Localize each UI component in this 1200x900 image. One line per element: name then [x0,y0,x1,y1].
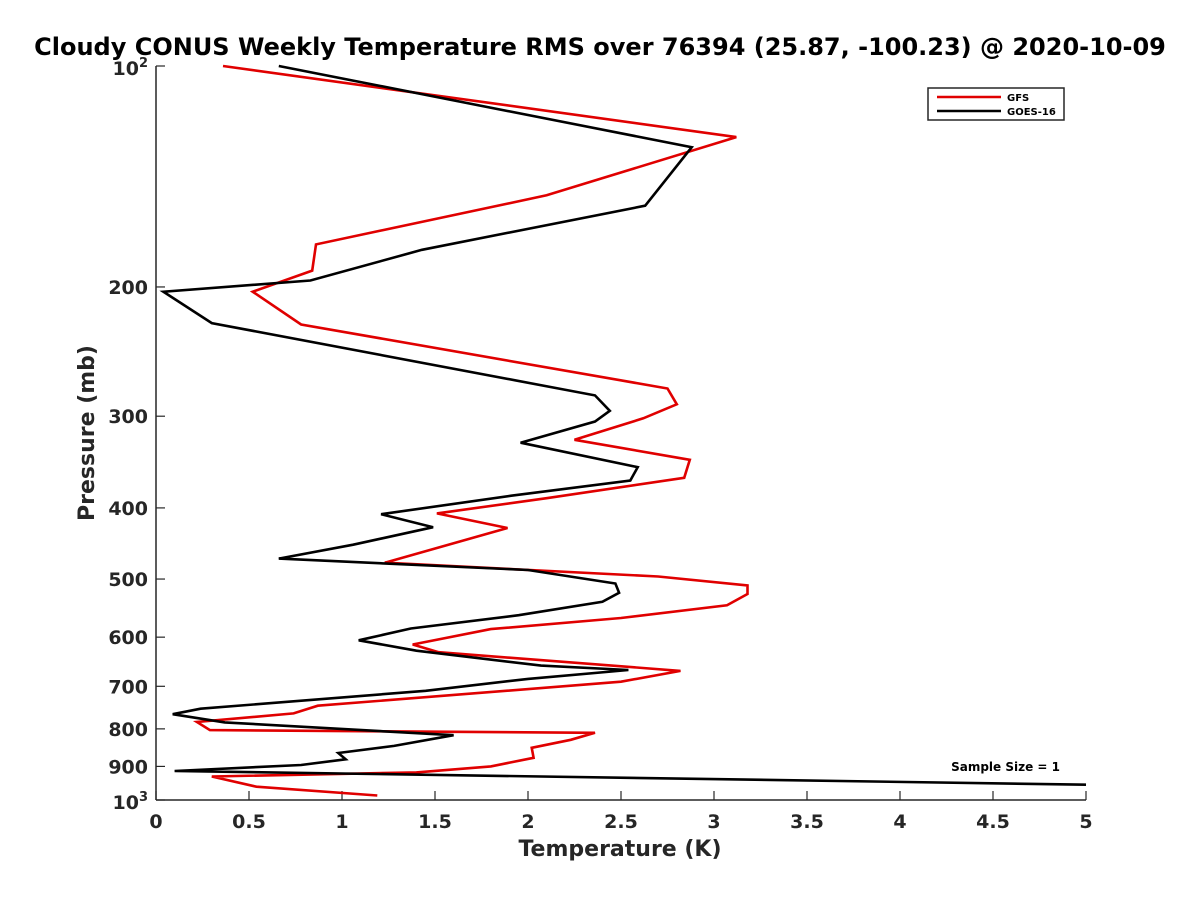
y-tick-label: 700 [108,676,148,698]
y-axis-label: Pressure (mb) [75,345,100,521]
x-tick-label: 0 [149,811,162,833]
legend-box [927,87,1065,121]
y-tick-label: 200 [108,277,148,299]
x-tick-label: 3.5 [790,811,824,833]
x-axis-label: Temperature (K) [518,837,721,862]
series-line-gfs [192,64,749,797]
y-tick-label: 102 [113,56,149,80]
x-tick-label: 2 [521,811,534,833]
sample-size-annotation: Sample Size = 1 [951,760,1060,774]
y-tick-label: 500 [108,569,148,591]
x-tick-label: 0.5 [232,811,266,833]
x-tick-label: 1.5 [418,811,452,833]
chart-title: Cloudy CONUS Weekly Temperature RMS over… [34,33,1166,61]
x-tick-label: 2.5 [604,811,638,833]
legend-label: GFS [1007,93,1029,104]
y-tick-label: 103 [113,790,149,814]
x-tick-label: 5 [1079,811,1092,833]
legend-label: GOES-16 [1007,107,1056,118]
y-tick-label: 900 [108,756,148,778]
y-tick-label: 300 [108,406,148,428]
y-tick-exponent: 2 [139,56,148,71]
y-tick-base: 10 [113,58,139,80]
y-tick-label: 400 [108,498,148,520]
y-tick-label: 600 [108,627,148,649]
x-tick-label: 1 [335,811,348,833]
x-tick-label: 4 [893,811,906,833]
series-line-goes-16 [159,64,1087,786]
y-tick-label: 800 [108,719,148,741]
y-tick-base: 10 [113,792,139,814]
y-tick-exponent: 3 [139,790,148,805]
x-tick-label: 4.5 [976,811,1010,833]
x-tick-label: 3 [707,811,720,833]
